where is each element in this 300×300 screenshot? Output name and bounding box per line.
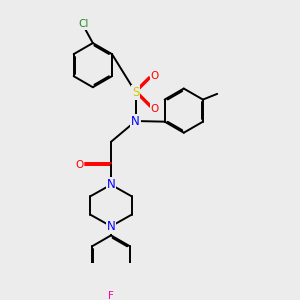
Text: N: N [106, 178, 116, 191]
Text: N: N [131, 115, 140, 128]
Text: N: N [106, 220, 116, 233]
Text: S: S [132, 86, 140, 99]
Text: O: O [151, 70, 159, 80]
Text: F: F [108, 291, 114, 300]
Text: O: O [75, 160, 83, 170]
Text: Cl: Cl [79, 19, 89, 29]
Text: O: O [151, 104, 159, 114]
